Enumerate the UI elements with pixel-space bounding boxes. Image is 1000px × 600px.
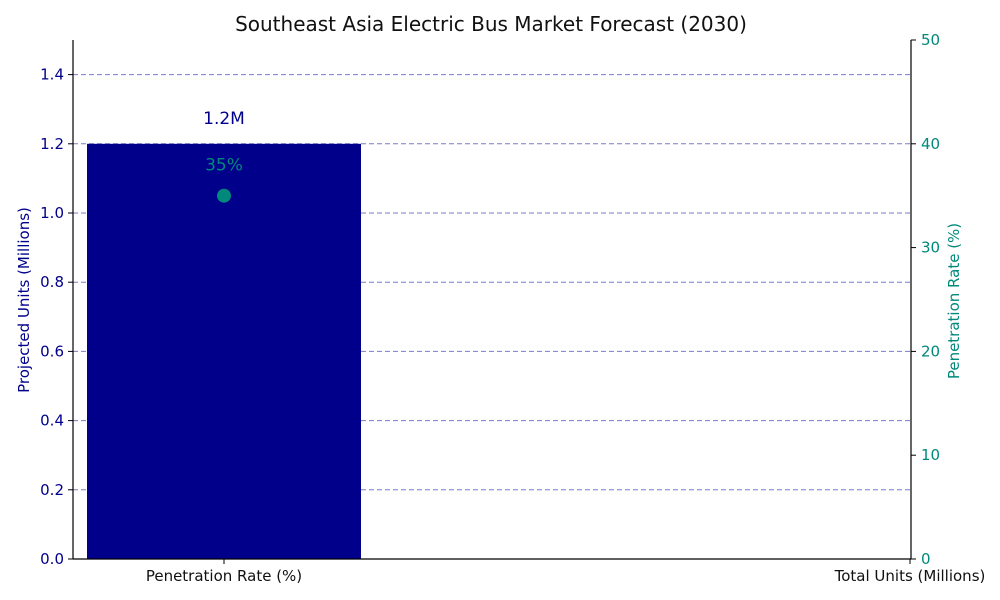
left-tick-label: 0.0 — [40, 550, 64, 568]
x-tick-label: Total Units (Millions) — [834, 567, 986, 585]
bar-value-label: 1.2M — [203, 109, 245, 129]
right-tick-label: 40 — [921, 135, 940, 153]
right-tick-label: 50 — [921, 31, 940, 49]
bar-0 — [87, 143, 361, 560]
right-tick-label: 30 — [921, 239, 940, 257]
rate-value-label: 35% — [205, 156, 243, 176]
left-tick-label: 1.0 — [40, 204, 64, 222]
left-tick-label: 1.4 — [40, 66, 64, 84]
x-axis-ticks: Penetration Rate (%) Total Units (Million… — [146, 559, 986, 585]
bars — [87, 143, 361, 560]
right-tick-label: 20 — [921, 342, 940, 360]
right-axis-ticks: 0 10 20 30 40 50 — [911, 31, 940, 568]
right-axis-label: Penetration Rate (%) — [945, 223, 963, 379]
rate-point — [217, 188, 231, 203]
left-axis-label: Projected Units (Millions) — [15, 207, 33, 393]
left-tick-label: 1.2 — [40, 135, 64, 153]
right-tick-label: 0 — [921, 550, 931, 568]
left-tick-label: 0.6 — [40, 342, 64, 360]
left-tick-label: 0.2 — [40, 481, 64, 499]
points — [217, 188, 231, 203]
left-tick-label: 0.4 — [40, 412, 64, 430]
left-axis-ticks: 0.0 0.2 0.4 0.6 0.8 1.0 1.2 1.4 — [40, 66, 73, 568]
x-tick-label: Penetration Rate (%) — [146, 567, 302, 585]
axes — [72, 40, 912, 560]
right-tick-label: 10 — [921, 446, 940, 464]
chart-title: Southeast Asia Electric Bus Market Forec… — [235, 12, 747, 36]
left-tick-label: 0.8 — [40, 273, 64, 291]
data-labels: 1.2M 35% — [203, 109, 245, 176]
